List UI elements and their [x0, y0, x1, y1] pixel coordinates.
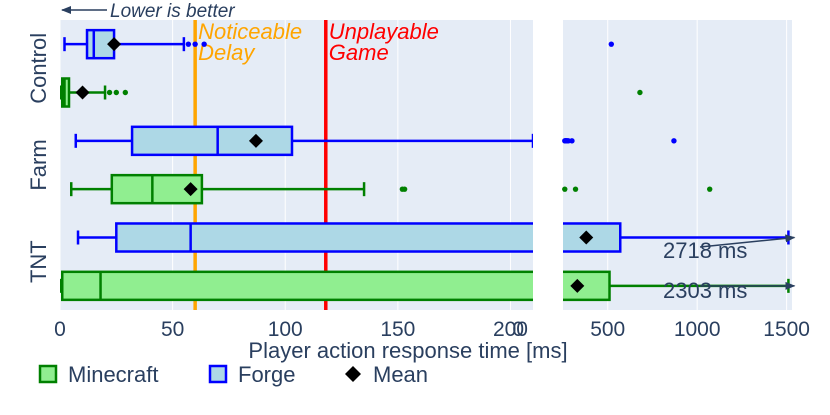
- threshold-label: Game: [329, 40, 389, 65]
- mean-marker: [183, 182, 198, 197]
- legend-label: Forge: [238, 362, 295, 387]
- outlier-point: [608, 41, 615, 47]
- outlier-point: [192, 41, 198, 47]
- annotations: 2718 ms 2303 ms: [663, 234, 796, 303]
- box-panel: [63, 28, 186, 60]
- mean-marker: [248, 133, 263, 148]
- x-tick-label: 200: [493, 318, 528, 341]
- outlier-point: [707, 186, 713, 192]
- x-axis-label: Player action response time [ms]: [248, 338, 567, 363]
- box-panel: [70, 173, 366, 205]
- outlier-point: [113, 89, 120, 96]
- threshold-label: Noticeable: [198, 19, 302, 44]
- box-group: [74, 125, 677, 157]
- x-tick-label: 1000: [674, 318, 721, 341]
- outlier-point: [185, 41, 192, 47]
- mean-marker: [107, 37, 122, 52]
- category-labels: Control Farm TNT: [26, 33, 51, 283]
- outlier-point: [569, 138, 575, 144]
- outlier-point: [671, 138, 677, 144]
- mean-marker: [570, 278, 585, 293]
- box-group: [76, 222, 790, 253]
- outlier-point: [401, 186, 408, 192]
- box-group: [63, 28, 615, 60]
- annotation-arrow: [699, 234, 796, 248]
- box-group: [70, 173, 713, 205]
- box-panel: [60, 77, 107, 108]
- x-tick-label: 50: [161, 318, 184, 341]
- x-tick-label: 100: [268, 318, 303, 341]
- annotation-label: 2718 ms: [663, 238, 747, 263]
- box-group: [60, 77, 643, 108]
- outlier-point: [572, 186, 579, 192]
- box: [110, 173, 204, 205]
- mean-marker: [75, 85, 90, 100]
- legend-mean-marker: [345, 366, 361, 382]
- box: [130, 125, 294, 157]
- box: [115, 222, 533, 253]
- lower-is-better-note: Lower is better: [61, 1, 235, 22]
- lower-is-better-text: Lower is better: [110, 1, 235, 22]
- category-label: Farm: [26, 139, 51, 190]
- box-panel: [60, 270, 533, 302]
- plot-background-right: [563, 20, 792, 310]
- annotation-label: 2303 ms: [663, 278, 747, 303]
- box-panel: [76, 222, 533, 253]
- legend-swatch: [38, 364, 58, 384]
- threshold-label: Unplayable: [329, 19, 439, 44]
- x-tick-label: 1500: [763, 318, 810, 341]
- legend-swatch: [208, 364, 228, 384]
- plot-background-left: [60, 20, 533, 310]
- legend-label: Mean: [373, 362, 428, 387]
- outlier-point: [122, 89, 129, 96]
- mean-marker: [579, 230, 594, 245]
- x-tick-label: 500: [590, 318, 625, 341]
- legend-label: Minecraft: [68, 362, 158, 387]
- x-tick-label: 0: [512, 318, 524, 341]
- x-tick-label: 0: [54, 318, 66, 341]
- outlier-point: [562, 186, 568, 192]
- x-tick-label: 150: [380, 318, 415, 341]
- legend: Minecraft Forge Mean: [38, 362, 428, 387]
- outlier-point: [201, 41, 207, 47]
- category-label: TNT: [26, 240, 51, 283]
- box-panel: [74, 125, 533, 157]
- box: [563, 222, 622, 253]
- threshold-label: Delay: [198, 40, 256, 65]
- box: [61, 270, 533, 302]
- category-label: Control: [26, 33, 51, 104]
- outlier-point: [106, 89, 113, 96]
- outlier-point: [637, 89, 643, 96]
- gridlines: [59, 20, 788, 310]
